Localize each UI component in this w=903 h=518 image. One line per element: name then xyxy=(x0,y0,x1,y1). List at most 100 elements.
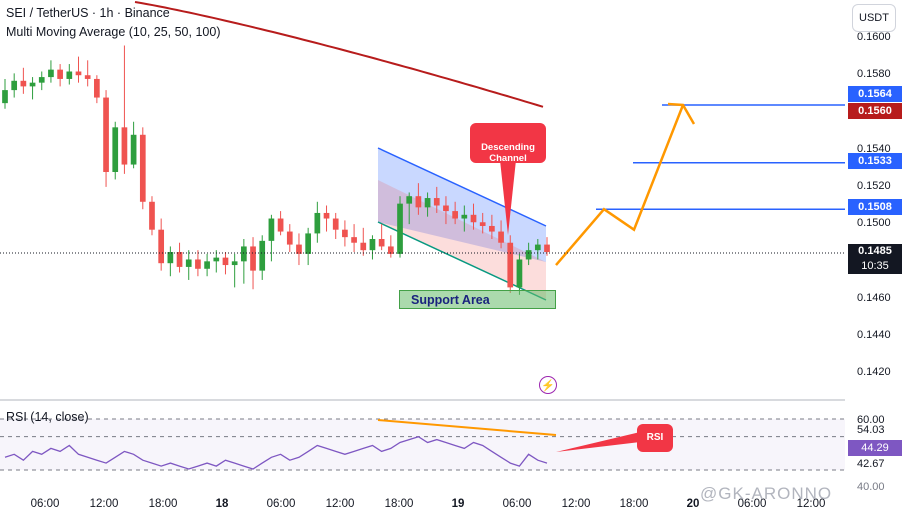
candle-body xyxy=(369,239,376,251)
time-label: 06:00 xyxy=(30,498,60,510)
time-label: 12:00 xyxy=(325,498,355,510)
price-tick: 0.1580 xyxy=(857,68,891,81)
candle-body xyxy=(66,71,73,79)
rsi-title[interactable]: RSI (14, close) xyxy=(6,410,89,424)
candle-body xyxy=(130,134,137,165)
tag-countdown: 10:35 xyxy=(848,259,902,274)
time-label: 12:00 xyxy=(561,498,591,510)
candle-body xyxy=(149,201,155,230)
tag-level-1508: 0.1508 xyxy=(848,199,902,215)
support-area-box[interactable]: Support Area xyxy=(399,290,556,309)
symbol-header[interactable]: SEI / TetherUS · 1h · Binance xyxy=(6,6,170,20)
candle-body xyxy=(29,82,36,87)
candle-body xyxy=(158,229,165,264)
channel-upper-line[interactable] xyxy=(377,147,547,227)
rsi-current-tag: 44.29 xyxy=(848,440,902,456)
candle-body xyxy=(443,205,449,212)
tag-current-price: 0.1485 xyxy=(848,244,902,259)
rsi-tick-42: 42.67 xyxy=(857,458,885,470)
candle-body xyxy=(433,198,440,206)
time-label: 19 xyxy=(451,498,465,510)
candle-body xyxy=(57,69,63,79)
candle-body xyxy=(387,246,394,254)
time-label: 18 xyxy=(215,498,229,510)
lightning-icon[interactable]: ⚡ xyxy=(539,376,557,394)
candle-body xyxy=(286,231,293,245)
price-tick: 0.1520 xyxy=(857,179,891,192)
candle-body xyxy=(424,198,431,208)
rsi-line[interactable] xyxy=(4,435,548,470)
currency-button[interactable]: USDT xyxy=(852,4,896,32)
rsi-divergence-line[interactable] xyxy=(377,419,557,436)
candle-body xyxy=(470,214,477,223)
candle-body xyxy=(415,196,422,208)
candle-body xyxy=(296,244,302,254)
candle-body xyxy=(305,233,312,254)
projection-arrow[interactable] xyxy=(555,102,696,266)
candle-body xyxy=(332,218,339,230)
time-label: 06:00 xyxy=(502,498,532,510)
time-label: 20 xyxy=(686,498,700,510)
candle-body xyxy=(2,90,8,104)
channel-upper-fill xyxy=(378,148,546,262)
candle-body xyxy=(222,257,229,266)
chart-background xyxy=(0,0,845,518)
tag-target-1564: 0.1564 xyxy=(848,86,902,102)
candle-body xyxy=(167,252,174,264)
channel-callout-pointer xyxy=(500,160,516,235)
candle-body xyxy=(204,261,210,269)
rsi-tick-54: 54.03 xyxy=(857,424,885,436)
time-label: 12:00 xyxy=(796,498,826,510)
candle-body xyxy=(185,259,192,267)
rsi-tick-60: 60.00 xyxy=(857,414,885,426)
price-tick: 0.1540 xyxy=(857,142,891,155)
candles xyxy=(2,45,550,295)
candle-body xyxy=(544,244,550,253)
descending-channel[interactable] xyxy=(377,147,547,301)
candle-body xyxy=(240,246,247,262)
time-label: 18:00 xyxy=(384,498,414,510)
candle-body xyxy=(342,229,348,238)
candle-body xyxy=(516,259,523,288)
candle-body xyxy=(498,231,504,243)
candle-body xyxy=(259,240,266,271)
candle-body xyxy=(461,214,468,219)
candle-body xyxy=(268,218,275,241)
rsi-callout[interactable]: RSI xyxy=(637,424,673,452)
author-watermark: @GK-ARONNO xyxy=(700,484,833,503)
time-label: 18:00 xyxy=(619,498,649,510)
candle-body xyxy=(94,78,100,98)
candle-body xyxy=(121,127,128,165)
rsi-callout-label: RSI xyxy=(646,432,664,443)
horizontal-levels xyxy=(596,104,845,210)
time-label: 12:00 xyxy=(89,498,119,510)
candle-body xyxy=(195,259,201,269)
candle-body xyxy=(525,250,532,260)
candle-body xyxy=(397,203,403,254)
candle-body xyxy=(20,80,27,87)
candle-body xyxy=(231,261,238,266)
channel-lower-fill xyxy=(378,180,546,300)
candle-body xyxy=(112,127,119,172)
descending-channel-callout[interactable]: Descending Channel xyxy=(470,123,546,164)
candle-body xyxy=(360,242,367,251)
candle-body xyxy=(452,211,458,219)
candle-body xyxy=(314,212,321,234)
candle-body xyxy=(489,225,495,232)
candle-body xyxy=(176,252,183,267)
rsi-band xyxy=(0,419,845,470)
candle-body xyxy=(323,212,330,219)
candle-body xyxy=(84,75,91,79)
rsi-tick-40: 40.00 xyxy=(857,481,885,493)
projection-arrowhead xyxy=(667,102,696,125)
time-label: 06:00 xyxy=(266,498,296,510)
tag-ma-1560: 0.1560 xyxy=(848,103,902,119)
ma-100-line[interactable] xyxy=(134,1,544,108)
candle-body xyxy=(213,257,220,262)
projection-path[interactable] xyxy=(555,104,685,266)
indicator-header[interactable]: Multi Moving Average (10, 25, 50, 100) xyxy=(6,25,221,39)
time-label: 18:00 xyxy=(148,498,178,510)
descending-channel-label: Descending Channel xyxy=(481,142,535,164)
price-tick: 0.1460 xyxy=(857,291,891,304)
